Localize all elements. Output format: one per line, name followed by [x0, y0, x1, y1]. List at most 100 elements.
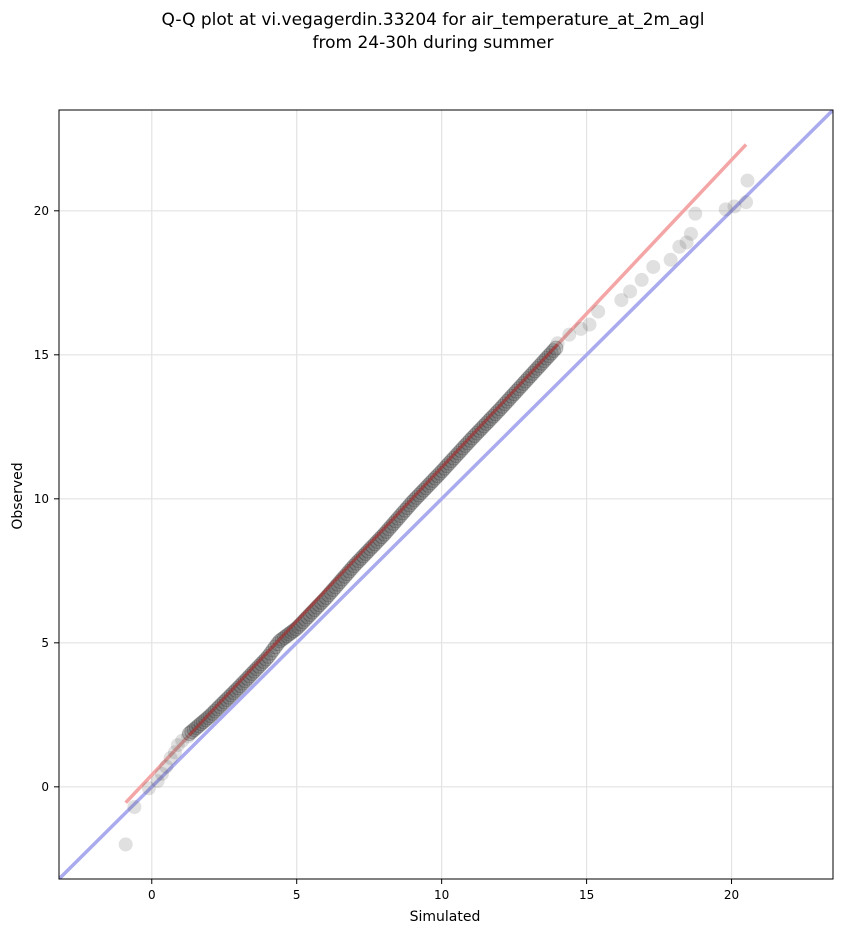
x-tick-label: 20 [724, 888, 739, 902]
data-point [399, 500, 415, 516]
data-point [483, 411, 499, 427]
data-point [499, 393, 515, 409]
data-point [464, 430, 480, 446]
data-point [141, 781, 156, 796]
y-tick-label: 15 [34, 348, 49, 362]
x-tick-label: 0 [148, 888, 156, 902]
data-point [235, 675, 251, 691]
data-point [406, 492, 422, 508]
data-point [274, 631, 290, 647]
data-point [467, 428, 483, 444]
data-point [478, 415, 494, 431]
data-point [437, 460, 453, 476]
y-axis-ticks: 0 5 10 15 20 [34, 204, 59, 794]
fit-line-dense-segment [188, 343, 559, 737]
data-point [455, 440, 471, 456]
data-point [444, 453, 460, 469]
data-point [614, 293, 629, 308]
data-point [127, 799, 142, 814]
data-point [508, 383, 524, 399]
data-point [226, 685, 242, 701]
data-point [207, 703, 223, 719]
chart-title-line-1: Q-Q plot at vi.vegagerdin.33204 for air_… [161, 10, 704, 30]
data-point [511, 381, 527, 397]
data-point [221, 689, 237, 705]
data-point [485, 408, 501, 424]
data-point [573, 321, 588, 336]
data-point [727, 199, 742, 214]
data-point [495, 398, 511, 414]
chart-title-line-2: from 24-30h during summer [313, 33, 554, 53]
data-point [672, 239, 687, 254]
data-point [402, 497, 418, 513]
data-point [739, 195, 754, 210]
data-point [492, 401, 508, 417]
data-point [497, 396, 513, 412]
grid-lines [59, 110, 833, 879]
data-point [411, 487, 427, 503]
data-point [223, 687, 239, 703]
data-point [688, 206, 703, 221]
data-point [219, 692, 235, 708]
data-point [646, 259, 661, 274]
data-point [457, 437, 473, 453]
data-point [163, 751, 178, 766]
data-point [481, 413, 497, 429]
data-point [423, 475, 439, 491]
y-tick-label: 0 [41, 780, 49, 794]
data-point [170, 738, 185, 753]
data-point [718, 202, 733, 217]
data-point [392, 508, 408, 524]
data-point [582, 317, 597, 332]
data-point [205, 705, 221, 721]
x-tick-label: 10 [434, 888, 449, 902]
data-point [462, 432, 478, 448]
data-point [200, 710, 216, 726]
x-tick-label: 5 [293, 888, 301, 902]
data-point [501, 391, 517, 407]
data-point [679, 235, 694, 250]
data-point [265, 642, 281, 658]
data-point [397, 502, 413, 518]
data-point [525, 365, 541, 381]
data-point [416, 482, 432, 498]
data-point [202, 708, 218, 724]
data-point [562, 327, 577, 342]
data-point [277, 629, 293, 645]
data-point [150, 774, 165, 789]
x-axis-label: Simulated [410, 909, 481, 925]
data-point [471, 423, 487, 439]
y-tick-label: 20 [34, 204, 49, 218]
data-point [527, 363, 543, 379]
data-point [453, 443, 469, 459]
data-point [446, 450, 462, 466]
data-point [504, 388, 520, 404]
fit-line-dense-segment-layer [188, 343, 559, 737]
data-point [214, 696, 230, 712]
data-point [520, 370, 536, 386]
data-point [267, 639, 283, 655]
data-point [430, 468, 446, 484]
y-tick-label: 5 [41, 636, 49, 650]
data-point [634, 272, 649, 287]
data-point [490, 403, 506, 419]
data-point [740, 173, 755, 188]
y-axis-label: Observed [10, 462, 26, 529]
data-point [518, 373, 534, 389]
data-point [439, 458, 455, 474]
x-axis-ticks: 0 5 10 15 20 [148, 879, 739, 902]
plot-frame [58, 109, 834, 880]
data-point [513, 378, 529, 394]
data-point [167, 745, 182, 760]
data-point [683, 226, 698, 241]
data-point [154, 766, 169, 781]
data-point [390, 510, 406, 526]
data-point [279, 628, 295, 644]
data-point [413, 485, 429, 501]
data-point [175, 733, 190, 748]
data-point [409, 489, 425, 505]
data-point [591, 304, 606, 319]
data-point [623, 284, 638, 299]
data-point [434, 463, 450, 479]
